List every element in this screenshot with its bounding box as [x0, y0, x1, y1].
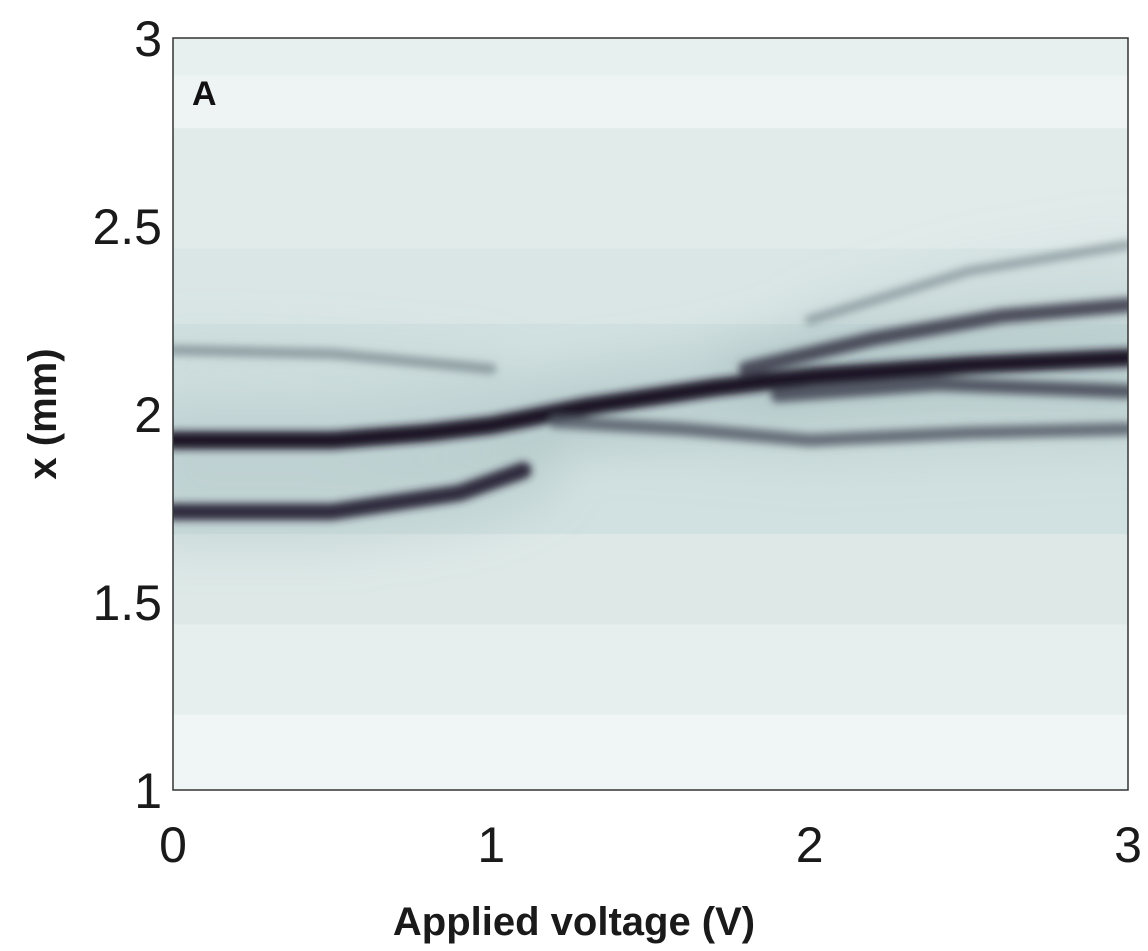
x-axis-ticks: 0 1 2 3	[159, 817, 1142, 873]
x-axis-label: Applied voltage (V)	[393, 900, 755, 944]
y-axis-label: x (mm)	[21, 348, 65, 479]
background-band	[173, 38, 1128, 76]
y-tick-label: 2.5	[92, 199, 162, 255]
ridge-line-3	[548, 414, 1128, 447]
ridge-line-4	[738, 297, 1128, 377]
plot-frame	[172, 37, 1129, 791]
ridge-line-1	[173, 462, 532, 521]
ridge-lines	[173, 240, 1128, 521]
x-tick-label: 1	[477, 817, 505, 873]
x-tick-label: 2	[796, 817, 824, 873]
ridge-line-6	[804, 240, 1128, 325]
y-tick-label: 2	[134, 387, 162, 443]
background-band	[173, 128, 1128, 249]
y-tick-label: 3	[134, 11, 162, 67]
panel-label: A	[192, 75, 217, 113]
ridge-line-5	[770, 376, 1128, 403]
ridge-line-2	[173, 345, 497, 374]
x-tick-label: 3	[1114, 817, 1142, 873]
background-band	[173, 624, 1128, 715]
y-axis-ticks: 1 1.5 2 2.5 3	[92, 11, 162, 819]
y-tick-label: 1.5	[92, 575, 162, 631]
background-band	[173, 714, 1128, 790]
background-band	[173, 534, 1128, 625]
y-tick-label: 1	[134, 763, 162, 819]
ridge-line-0	[173, 348, 1128, 450]
x-tick-label: 0	[159, 817, 187, 873]
